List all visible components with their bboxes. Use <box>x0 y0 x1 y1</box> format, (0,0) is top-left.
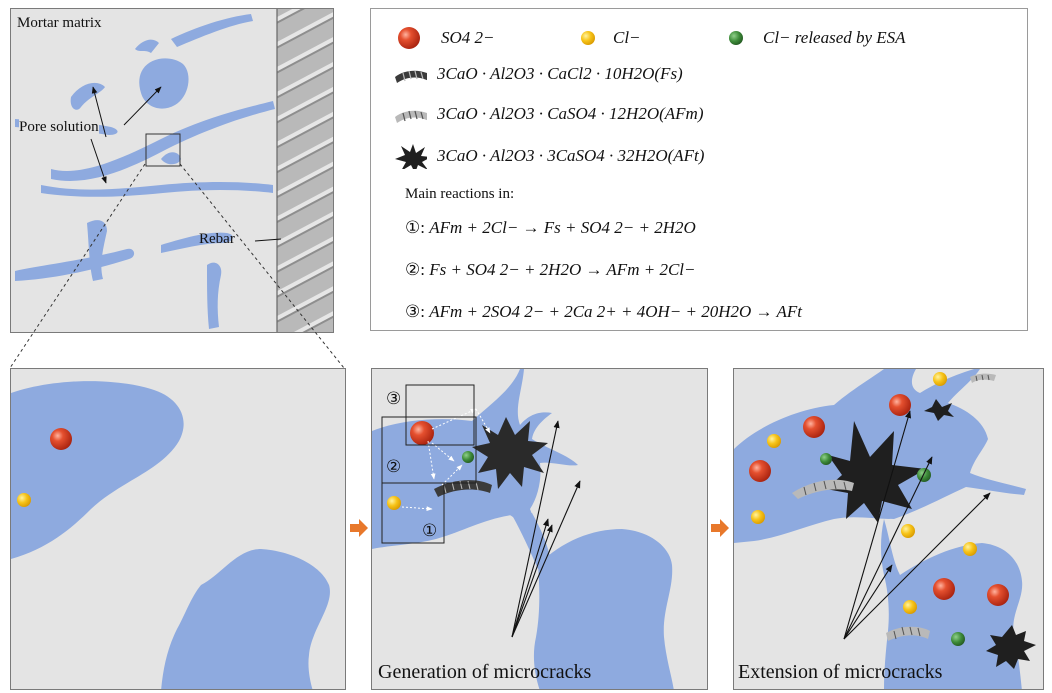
reaction-2-marker: ② <box>386 457 402 476</box>
overview-panel: Mortar matrix Pore solution Rebar <box>10 8 334 333</box>
sulfate-ion-icon <box>803 416 825 438</box>
main-reactions-heading: Main reactions in: <box>405 185 515 202</box>
zoom-panel-extension: Extension of microcracks <box>733 368 1044 690</box>
sulfate-ion-icon <box>398 27 420 49</box>
aft-crystal-icon <box>826 421 926 523</box>
reaction-3-marker: ③ <box>386 389 402 408</box>
legend-cl: Cl− <box>571 23 641 53</box>
released-chloride-icon <box>729 31 743 45</box>
chloride-ion-icon <box>901 524 915 538</box>
sulfate-ion-icon <box>50 428 72 450</box>
reaction-2-equation: Fs + SO4 2− + 2H2O → AFm + 2Cl− <box>429 260 696 279</box>
chloride-ion-icon <box>903 600 917 614</box>
fs-crystal-icon <box>395 70 427 83</box>
afm-crystal-icon <box>395 110 427 123</box>
aft-formula: 3CaO · Al2O3 · 3CaSO4 · 32H2O(AFt) <box>437 146 705 165</box>
pore-region-b <box>881 519 1023 689</box>
legend-box: SO4 2− Cl− Cl− released by ESA 3CaO · Al… <box>370 8 1028 331</box>
reaction-2: ②: Fs + SO4 2− + 2H2O → AFm + 2Cl− <box>405 260 696 279</box>
aft-crystal-icon <box>472 417 548 489</box>
legend-afm: 3CaO · Al2O3 · CaSO4 · 12H2O(AFm) <box>393 99 703 129</box>
reaction-3: ③: AFm + 2SO4 2− + 2Ca 2+ + 4OH− + 20H2O… <box>405 302 802 321</box>
reaction-3-number: ③ <box>405 302 421 321</box>
legend-aft: 3CaO · Al2O3 · 3CaSO4 · 32H2O(AFt) <box>393 141 704 171</box>
chloride-ion-icon <box>17 493 31 507</box>
legend-fs: 3CaO · Al2O3 · CaCl2 · 10H2O(Fs) <box>393 59 683 89</box>
reaction-3-equation: AFm + 2SO4 2− + 2Ca 2+ + 4OH− + 20H2O → … <box>429 302 802 321</box>
rebar-label: Rebar <box>199 231 235 247</box>
rebar-shape <box>277 9 333 332</box>
sulfate-ion-icon <box>889 394 911 416</box>
reaction-1-marker: ① <box>422 521 438 540</box>
reaction-2-box <box>381 416 477 484</box>
afm-crystal-icon <box>792 479 854 499</box>
sulfate-ion-icon <box>933 578 955 600</box>
reaction-1: ①: AFm + 2Cl− → Fs + SO4 2− + 2H2O <box>405 218 696 237</box>
process-arrow-icon <box>350 519 368 537</box>
pore-solution-label: Pore solution <box>19 119 99 136</box>
cl-esa-label: Cl− released by ESA <box>763 28 906 47</box>
afm-crystal-icon <box>886 626 930 641</box>
zoom-panel-initial <box>10 368 346 690</box>
released-chloride-icon <box>951 632 965 646</box>
aft-crystal-icon <box>924 399 954 421</box>
sulfate-ion-icon <box>987 584 1009 606</box>
zoom-panel-generation: ③ ② ① Generation of microcracks <box>371 368 708 690</box>
chloride-ion-icon <box>387 496 401 510</box>
extension-drawing <box>734 369 1036 689</box>
legend-cl-esa: Cl− released by ESA <box>719 23 906 53</box>
afm-formula: 3CaO · Al2O3 · CaSO4 · 12H2O(AFm) <box>437 104 704 123</box>
chloride-ion-icon <box>751 510 765 524</box>
chloride-ion-icon <box>581 31 595 45</box>
so4-label: SO4 2− <box>441 28 495 47</box>
reaction-1-equation: AFm + 2Cl− → Fs + SO4 2− + 2H2O <box>429 218 696 237</box>
reaction-3-box <box>405 384 475 446</box>
pore-region-a <box>11 381 184 559</box>
sulfate-ion-icon <box>749 460 771 482</box>
cl-label: Cl− <box>613 28 641 47</box>
chloride-ion-icon <box>933 372 947 386</box>
fs-formula: 3CaO · Al2O3 · CaCl2 · 10H2O(Fs) <box>437 64 683 83</box>
generation-drawing <box>372 369 674 689</box>
pore-region-b <box>533 529 674 689</box>
generation-caption: Generation of microcracks <box>378 661 592 683</box>
process-arrow-icon <box>711 519 729 537</box>
chloride-ion-icon <box>767 434 781 448</box>
legend-particles: SO4 2− <box>393 23 495 53</box>
pore-region-b <box>161 549 330 689</box>
sulfate-ion-icon <box>410 421 434 445</box>
reaction-1-number: ① <box>405 218 421 237</box>
reaction-2-number: ② <box>405 260 421 279</box>
initial-state-drawing <box>11 381 330 689</box>
extension-caption: Extension of microcracks <box>738 661 943 683</box>
released-chloride-icon <box>820 453 832 465</box>
released-chloride-icon <box>917 468 931 482</box>
released-chloride-icon <box>462 451 474 463</box>
mortar-matrix-label: Mortar matrix <box>17 15 102 31</box>
aft-crystal-icon <box>395 144 427 169</box>
afm-crystal-icon <box>970 373 996 383</box>
aft-crystal-icon <box>986 625 1036 669</box>
chloride-ion-icon <box>963 542 977 556</box>
